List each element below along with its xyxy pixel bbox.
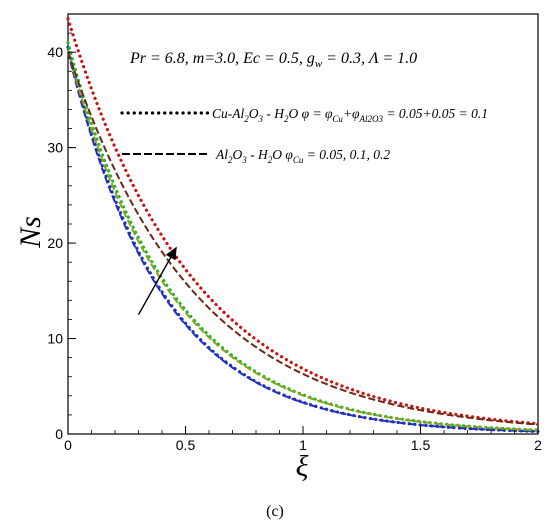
series-layer [66, 17, 540, 433]
param-annotation: Pr = 6.8, m=3.0, Ec = 0.5, gw = 0.3, Λ =… [129, 50, 417, 70]
legend-dotted-label: Cu-Al2O3 - H2O φ = φCu+φAl2O3 = 0.05+0.0… [212, 106, 488, 124]
series-line-2 [67, 51, 539, 433]
x-tick-label: 2 [534, 437, 542, 453]
y-tick-label: 40 [47, 44, 63, 60]
plot-area [67, 13, 539, 435]
x-axis-title: ξ [296, 450, 309, 483]
series-line-6 [67, 51, 539, 426]
series-line-5 [66, 17, 540, 426]
legend-dashed-label: Al2O3 - H2O φCu = 0.05, 0.1, 0.2 [215, 147, 390, 165]
y-tick-label: 20 [47, 235, 63, 251]
y-tick-label: 10 [47, 331, 63, 347]
series-line-4 [67, 50, 539, 432]
y-tick-label: 30 [47, 140, 63, 156]
x-tick-label: 0.5 [176, 437, 196, 453]
trend-arrow [137, 246, 177, 316]
y-tick-label: 0 [55, 426, 63, 442]
x-tick-label: 1.5 [411, 437, 431, 453]
x-tick-label: 0 [64, 437, 72, 453]
y-axis-title: Ns [14, 216, 47, 249]
panel-label: (c) [266, 503, 284, 520]
x-tick-label: 1 [299, 437, 307, 453]
